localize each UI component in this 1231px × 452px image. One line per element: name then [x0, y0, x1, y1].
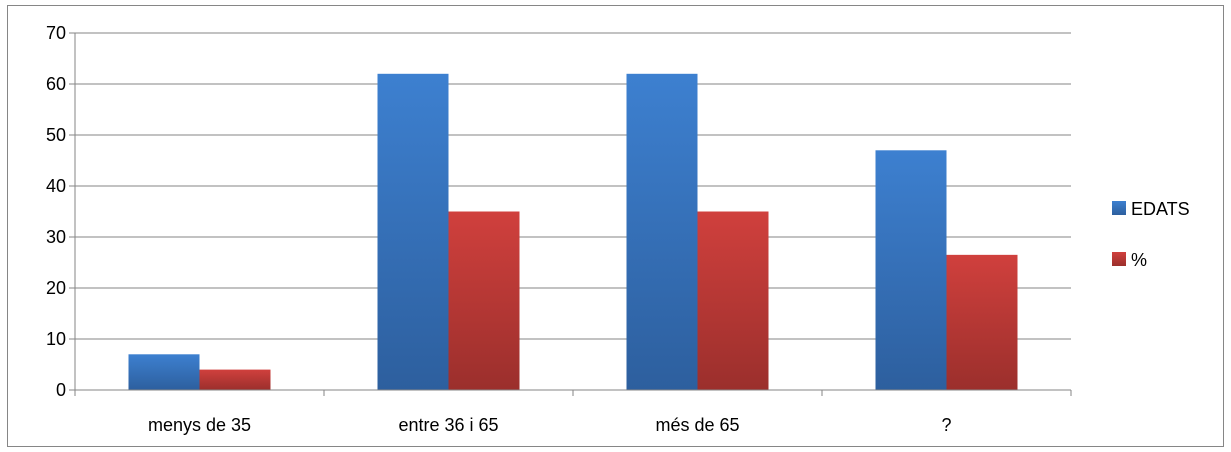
bar-percent [697, 211, 769, 390]
bar-edats [626, 73, 698, 391]
x-tick-label: menys de 35 [148, 415, 251, 435]
y-tick-label: 30 [46, 227, 66, 247]
x-tick-label: ? [941, 415, 951, 435]
y-tick-label: 10 [46, 329, 66, 349]
legend-swatch [1112, 201, 1126, 215]
bar-percent [448, 211, 520, 390]
x-tick-label: entre 36 i 65 [398, 415, 498, 435]
bar-edats [875, 150, 947, 390]
legend: EDATS% [1112, 199, 1190, 270]
y-tick-label: 0 [56, 380, 66, 400]
bars [128, 73, 1018, 391]
bar-percent [199, 369, 271, 390]
y-tick-label: 20 [46, 278, 66, 298]
axes: 0 10 20 30 40 50 60 70 menys de 35 entre 36 i 65 m… [46, 23, 1072, 435]
legend-swatch [1112, 252, 1126, 266]
y-tick-label: 60 [46, 74, 66, 94]
bar-edats [377, 73, 449, 391]
bar-percent [946, 254, 1018, 390]
y-tick-label: 70 [46, 23, 66, 43]
bar-edats [128, 354, 200, 390]
y-tick-label: 40 [46, 176, 66, 196]
legend-label: EDATS [1131, 199, 1190, 219]
x-tick-label: més de 65 [655, 415, 739, 435]
y-tick-label: 50 [46, 125, 66, 145]
legend-label: % [1131, 250, 1147, 270]
